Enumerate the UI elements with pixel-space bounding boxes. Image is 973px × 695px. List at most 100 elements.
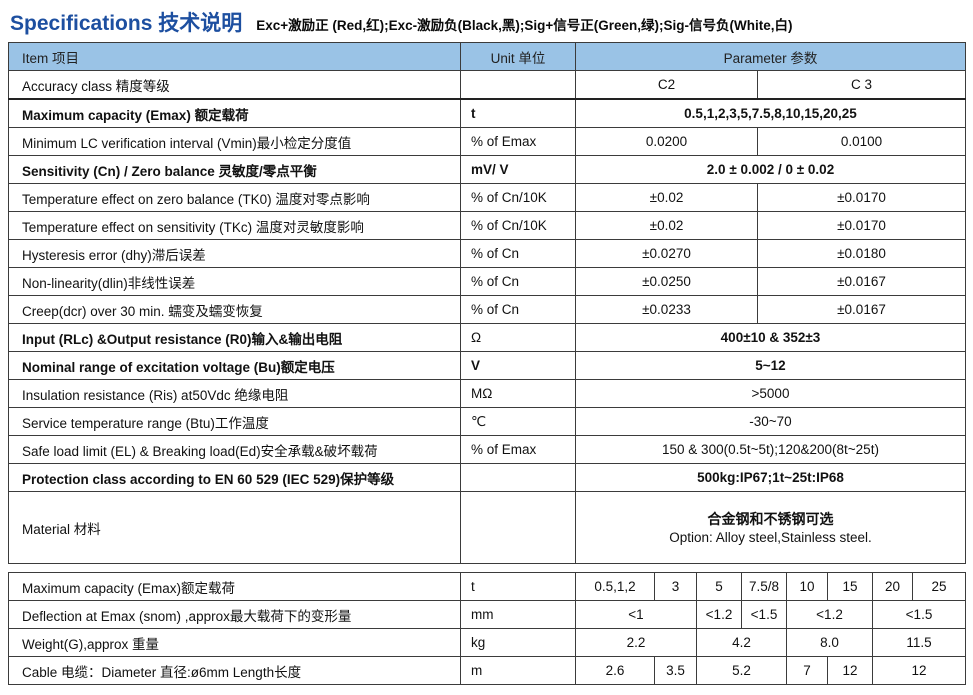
item-label-cell: Hysteresis error (dhy)滞后误差 — [8, 239, 461, 268]
value-cell: 12 — [827, 656, 873, 685]
spec-row: Input (RLc) &Output resistance (R0)输入&输出… — [8, 323, 966, 352]
item-label-cell: Protection class according to EN 60 529 … — [8, 463, 461, 492]
unit-cell: % of Cn — [460, 267, 576, 296]
spec-row: Non-linearity(dlin)非线性误差% of Cn ±0.0250 ±0… — [8, 267, 966, 296]
unit-cell: % of Emax — [460, 127, 576, 156]
value-cell: <1.2 — [696, 600, 742, 629]
value-cell: 8.0 — [786, 628, 873, 657]
column-header-item: Item 项目 — [8, 42, 461, 71]
spec-row: Sensitivity (Cn) / Zero balance 灵敏度/零点平衡… — [8, 155, 966, 184]
value-cell: ±0.02 — [575, 211, 758, 240]
unit-cell: t — [460, 572, 576, 601]
value-cell: ±0.02 — [575, 183, 758, 212]
value-cell: <1.5 — [741, 600, 787, 629]
value-cell: ±0.0250 — [575, 267, 758, 296]
column-header-parameter: Parameter 参数 — [575, 42, 966, 71]
value-cell: >5000 — [575, 379, 966, 408]
value-cell: 0.5,1,2 — [575, 572, 655, 601]
value-cell: -30~70 — [575, 407, 966, 436]
value-cell: 12 — [872, 656, 966, 685]
value-cell: 0.0200 — [575, 127, 758, 156]
value-cell: ±0.0233 — [575, 295, 758, 324]
value-cell: 0.0100 — [757, 127, 966, 156]
spec-row: Minimum LC verification interval (Vmin)最… — [8, 127, 966, 156]
item-label-cell: Sensitivity (Cn) / Zero balance 灵敏度/零点平衡 — [8, 155, 461, 184]
value-cell: 500kg:IP67;1t~25t:IP68 — [575, 463, 966, 492]
value-cell: ±0.0180 — [757, 239, 966, 268]
capacity-row: Cable 电缆：Diameter 直径:ø6mm Length长度 m 2.6 3.… — [8, 656, 966, 685]
value-cell: ±0.0170 — [757, 183, 966, 212]
page-header: Specifications 技术说明 Exc+激励正 (Red,红);Exc-… — [0, 0, 973, 42]
item-label-cell: Service temperature range (Btu)工作温度 — [8, 407, 461, 436]
capacity-table: Maximum capacity (Emax)额定载荷 t 0.5,1,2 3 5 7.5… — [8, 572, 966, 685]
value-cell: ±0.0167 — [757, 267, 966, 296]
value-cell: 25 — [912, 572, 966, 601]
capacity-row: Maximum capacity (Emax)额定载荷 t 0.5,1,2 3 5 7.5… — [8, 572, 966, 601]
value-cell: 5 — [696, 572, 742, 601]
value-cell: 10 — [786, 572, 828, 601]
value-cell: 15 — [827, 572, 873, 601]
item-label-cell: Input (RLc) &Output resistance (R0)输入&输出… — [8, 323, 461, 352]
unit-cell: kg — [460, 628, 576, 657]
page-title: Specifications 技术说明 — [10, 12, 243, 35]
spec-row: Material 材料 合金钢和不锈钢可选 Option: Alloy steel,… — [8, 491, 966, 564]
item-label-cell: Non-linearity(dlin)非线性误差 — [8, 267, 461, 296]
wiring-color-note: Exc+激励正 (Red,红);Exc-激励负(Black,黑);Sig+信号正… — [256, 17, 793, 33]
value-cell: 2.2 — [575, 628, 697, 657]
value-cell: 150 & 300(0.5t~5t);120&200(8t~25t) — [575, 435, 966, 464]
unit-cell: mV/ V — [460, 155, 576, 184]
value-cell: 合金钢和不锈钢可选 Option: Alloy steel,Stainless s… — [575, 491, 966, 564]
item-label-cell: Insulation resistance (Ris) at50Vdc 绝缘电阻 — [8, 379, 461, 408]
unit-cell: MΩ — [460, 379, 576, 408]
unit-cell — [460, 491, 576, 564]
spec-row: Accuracy class 精度等级 C2 C 3 — [8, 70, 966, 100]
value-cell: C2 — [575, 70, 758, 100]
value-cell: C 3 — [757, 70, 966, 100]
spec-row: Temperature effect on zero balance (TK0)… — [8, 183, 966, 212]
spec-row: Creep(dcr) over 30 min. 蠕变及蠕变恢复% of Cn ±0… — [8, 295, 966, 324]
spec-row: Insulation resistance (Ris) at50Vdc 绝缘电阻… — [8, 379, 966, 408]
value-cell: 0.5,1,2,3,5,7.5,8,10,15,20,25 — [575, 98, 966, 128]
value-cell: 400±10 & 352±3 — [575, 323, 966, 352]
value-cell: ±0.0170 — [757, 211, 966, 240]
value-cell: ±0.0167 — [757, 295, 966, 324]
capacity-row: Deflection at Emax (snom) ,approx最大载荷下的变… — [8, 600, 966, 629]
spec-row: Service temperature range (Btu)工作温度 ℃ -30~… — [8, 407, 966, 436]
item-label-cell: Deflection at Emax (snom) ,approx最大载荷下的变… — [8, 600, 461, 629]
value-cell: 5.2 — [696, 656, 787, 685]
spec-row: Safe load limit (EL) & Breaking load(Ed)… — [8, 435, 966, 464]
unit-cell: % of Cn/10K — [460, 211, 576, 240]
value-cell: ±0.0270 — [575, 239, 758, 268]
item-label-cell: Minimum LC verification interval (Vmin)最… — [8, 127, 461, 156]
unit-cell: mm — [460, 600, 576, 629]
spec-table-body: Accuracy class 精度等级 C2 C 3 Maximum capacity… — [8, 70, 966, 564]
value-cell: <1.5 — [872, 600, 966, 629]
spec-row: Protection class according to EN 60 529 … — [8, 463, 966, 492]
value-cell: 7 — [786, 656, 828, 685]
value-cell: 7.5/8 — [741, 572, 787, 601]
value-cell: 4.2 — [696, 628, 787, 657]
item-label-cell: Nominal range of excitation voltage (Bu)… — [8, 351, 461, 380]
spec-row: Maximum capacity (Emax) 额定载荷 t 0.5,1,2,3,5… — [8, 98, 966, 128]
item-label-cell: Safe load limit (EL) & Breaking load(Ed)… — [8, 435, 461, 464]
unit-cell: V — [460, 351, 576, 380]
value-cell: 3.5 — [654, 656, 697, 685]
value-cell: <1.2 — [786, 600, 873, 629]
value-cell: 11.5 — [872, 628, 966, 657]
unit-cell: % of Cn — [460, 295, 576, 324]
section-gap — [0, 564, 973, 572]
value-cell: <1 — [575, 600, 697, 629]
item-label-cell: Temperature effect on zero balance (TK0)… — [8, 183, 461, 212]
unit-cell: m — [460, 656, 576, 685]
item-label-cell: Material 材料 — [8, 491, 461, 564]
value-cell: 20 — [872, 572, 913, 601]
value-cell: 2.0 ± 0.002 / 0 ± 0.02 — [575, 155, 966, 184]
unit-cell — [460, 463, 576, 492]
unit-cell: t — [460, 98, 576, 128]
column-header-unit: Unit 单位 — [460, 42, 576, 71]
material-option-line: Option: Alloy steel,Stainless steel. — [669, 529, 872, 545]
material-option-line: 合金钢和不锈钢可选 — [707, 510, 834, 527]
spec-row: Hysteresis error (dhy)滞后误差% of Cn ±0.0270… — [8, 239, 966, 268]
unit-cell: % of Cn/10K — [460, 183, 576, 212]
item-label-cell: Weight(G),approx 重量 — [8, 628, 461, 657]
